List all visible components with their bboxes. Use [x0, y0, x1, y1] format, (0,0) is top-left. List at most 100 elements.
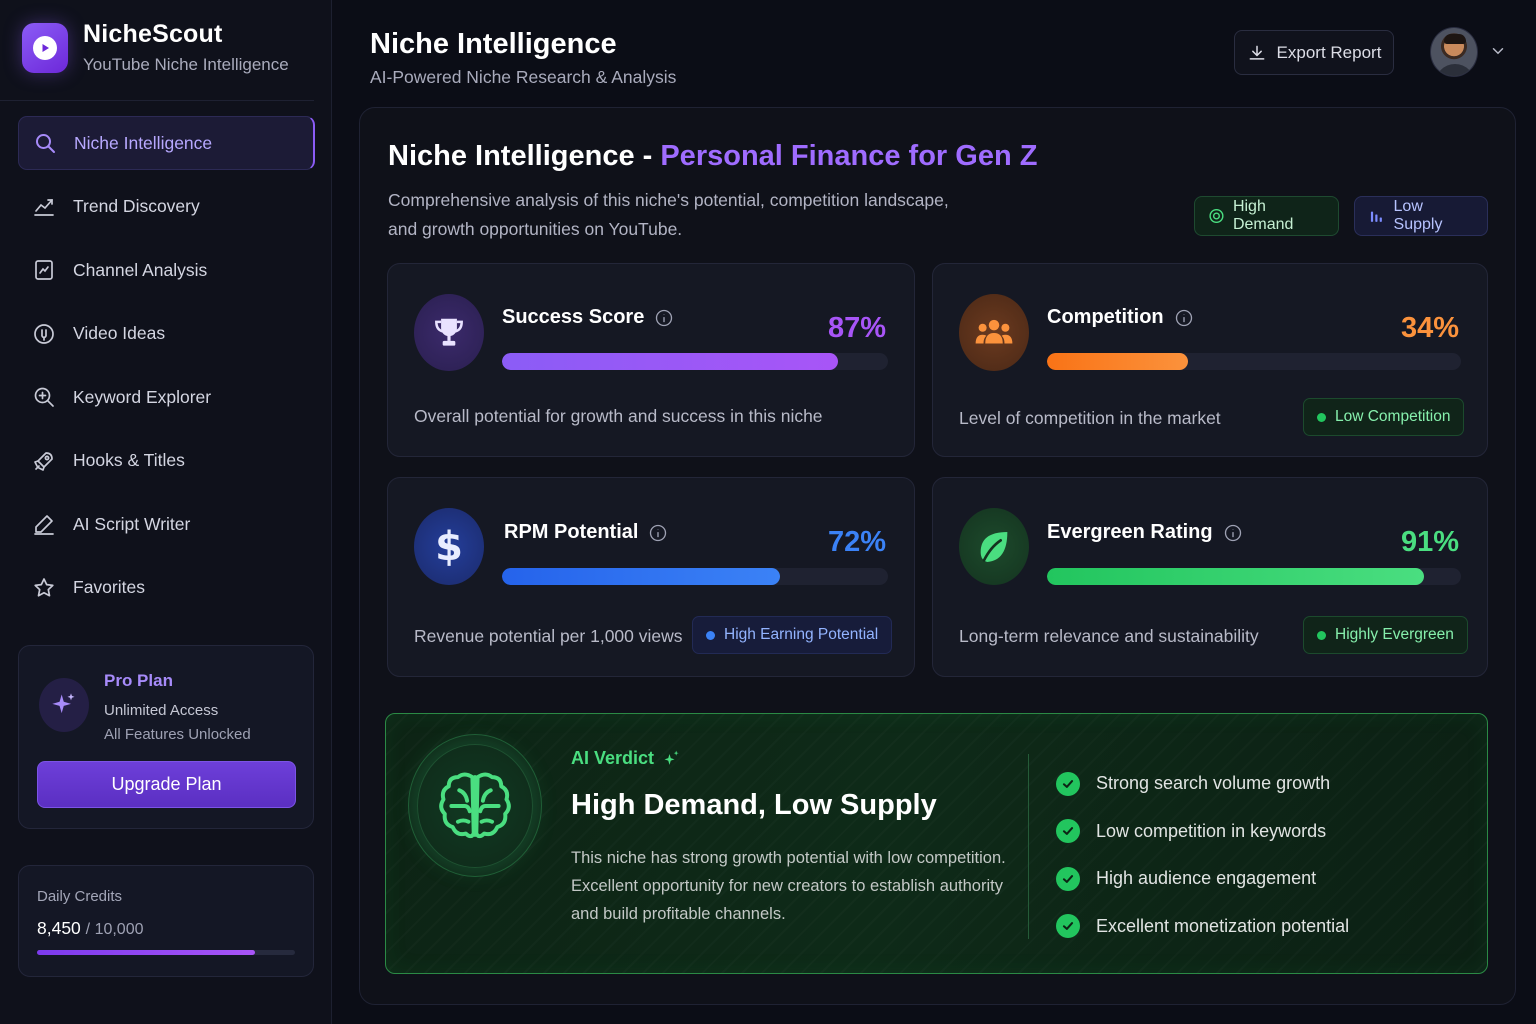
list-item: Low competition in keywords	[1056, 808, 1349, 856]
search-icon	[32, 130, 58, 156]
users-icon	[959, 294, 1029, 371]
metric-description: Long-term relevance and sustainability	[959, 626, 1259, 646]
sidebar-item-label: Keyword Explorer	[73, 386, 212, 407]
metric-title: Success Score	[502, 306, 674, 329]
credits-progress-bar	[37, 950, 295, 955]
sidebar: NicheScout YouTube Niche Intelligence Ni…	[0, 0, 332, 1024]
evergreen-rating-card: Evergreen Rating 91% Long-term relevance…	[932, 477, 1488, 677]
metric-title: Competition	[1047, 306, 1194, 329]
brand-name: NicheScout	[83, 20, 223, 48]
chevron-down-icon[interactable]	[1489, 42, 1507, 60]
verdict-point-text: Excellent monetization potential	[1096, 915, 1350, 936]
competition-bar	[1047, 353, 1461, 370]
rpm-bar	[502, 568, 888, 585]
pro-plan-card: Pro Plan Unlimited Access All Features U…	[18, 645, 314, 829]
avatar[interactable]	[1430, 27, 1478, 77]
leaf-icon	[959, 508, 1029, 585]
badge-label: Highly Evergreen	[1335, 626, 1454, 643]
highly-evergreen-badge: Highly Evergreen	[1303, 616, 1468, 654]
brand-tagline: YouTube Niche Intelligence	[83, 55, 289, 74]
metric-value: 87%	[827, 312, 886, 344]
niche-description: Comprehensive analysis of this niche's p…	[388, 190, 949, 239]
metric-value: 72%	[827, 526, 886, 558]
competition-card: Competition 34% Level of competition in …	[932, 263, 1488, 457]
check-circle-icon	[1056, 771, 1080, 796]
credits-total: / 10,000	[85, 921, 144, 938]
sidebar-item-label: AI Script Writer	[73, 513, 191, 534]
info-icon[interactable]	[1223, 523, 1243, 543]
check-circle-icon	[1056, 914, 1080, 939]
sidebar-item-channel-analysis[interactable]: Channel Analysis	[18, 243, 315, 297]
star-icon	[31, 575, 57, 601]
niche-title: Niche Intelligence - Personal Finance fo…	[388, 140, 1037, 173]
high-demand-tag: High Demand	[1194, 196, 1339, 236]
verdict-title: High Demand, Low Supply	[571, 789, 937, 821]
pen-icon	[31, 511, 57, 537]
rpm-potential-card: $ RPM Potential 72% Revenue potential pe…	[387, 477, 915, 677]
verdict-point-text: Low competition in keywords	[1096, 820, 1327, 841]
sidebar-item-label: Trend Discovery	[73, 196, 200, 216]
info-icon[interactable]	[654, 308, 674, 328]
ai-verdict-panel: AI Verdict High Demand, Low Supply This …	[385, 713, 1488, 974]
metric-title-text: Competition	[1047, 306, 1164, 328]
evergreen-fill	[1047, 568, 1424, 585]
trend-chart-icon	[31, 194, 57, 220]
sidebar-item-favorites[interactable]: Favorites	[18, 561, 315, 615]
page-title: Niche Intelligence	[370, 28, 617, 60]
sparkle-icon	[664, 750, 679, 765]
channel-icon	[31, 257, 57, 283]
tag-label: Low Supply	[1393, 198, 1443, 233]
verdict-label: AI Verdict	[571, 748, 682, 769]
sidebar-item-keyword-explorer[interactable]: Keyword Explorer	[18, 370, 315, 424]
rocket-icon	[31, 448, 57, 474]
verdict-label-text: AI Verdict	[571, 748, 655, 768]
sidebar-nav: Niche Intelligence Trend Discovery Chann…	[18, 116, 315, 624]
sidebar-item-label: Niche Intelligence	[74, 132, 213, 153]
metric-title-text: RPM Potential	[504, 521, 639, 543]
metric-title: Evergreen Rating	[1047, 521, 1243, 544]
credits-used: 8,450	[37, 918, 81, 938]
info-icon[interactable]	[648, 523, 668, 543]
dollar-icon: $	[414, 508, 484, 585]
badge-label: Low Competition	[1335, 408, 1451, 425]
keyword-search-icon	[31, 384, 57, 410]
sidebar-item-niche-intelligence[interactable]: Niche Intelligence	[18, 116, 315, 170]
brand[interactable]: NicheScout YouTube Niche Intelligence	[22, 20, 289, 75]
sidebar-item-ai-script-writer[interactable]: AI Script Writer	[18, 497, 315, 551]
brain-icon	[408, 734, 542, 877]
metric-title-text: Evergreen Rating	[1047, 521, 1213, 543]
info-icon[interactable]	[1174, 308, 1194, 328]
high-earning-badge: High Earning Potential	[692, 616, 893, 654]
check-circle-icon	[1056, 819, 1080, 844]
upgrade-plan-button[interactable]: Upgrade Plan	[37, 761, 296, 808]
lightbulb-icon	[31, 321, 57, 347]
niche-name: Personal Finance for Gen Z	[660, 140, 1038, 172]
trophy-icon	[414, 294, 484, 371]
sidebar-item-video-ideas[interactable]: Video Ideas	[18, 307, 315, 361]
low-supply-tag: Low Supply	[1354, 196, 1488, 236]
niche-title-prefix: Niche Intelligence -	[388, 140, 661, 172]
sidebar-item-label: Hooks & Titles	[73, 450, 185, 470]
check-circle-icon	[1056, 866, 1080, 891]
list-item: Excellent monetization potential	[1056, 903, 1349, 951]
plan-feature: All Features Unlocked	[104, 726, 251, 743]
verdict-points: Strong search volume growth Low competit…	[1056, 760, 1349, 950]
sidebar-item-hooks-titles[interactable]: Hooks & Titles	[18, 434, 315, 488]
credits-label: Daily Credits	[37, 888, 123, 905]
bar-chart-icon	[1370, 211, 1382, 222]
play-logo-icon	[22, 22, 68, 73]
low-competition-badge: Low Competition	[1303, 398, 1465, 436]
credits-value: 8,450 / 10,000	[37, 918, 144, 939]
credits-progress-fill	[37, 950, 255, 955]
metric-value: 34%	[1400, 312, 1459, 344]
page-subtitle: AI-Powered Niche Research & Analysis	[370, 67, 677, 87]
download-icon	[1249, 45, 1264, 60]
success-score-card: Success Score 87% Overall potential for …	[387, 263, 915, 457]
list-item: Strong search volume growth	[1056, 760, 1349, 808]
verdict-point-text: High audience engagement	[1096, 868, 1317, 889]
export-report-button[interactable]: Export Report	[1234, 30, 1394, 75]
verdict-description: This niche has strong growth potential w…	[571, 849, 1006, 923]
sidebar-item-label: Favorites	[73, 577, 145, 597]
sidebar-item-trend-discovery[interactable]: Trend Discovery	[18, 180, 315, 234]
daily-credits-card: Daily Credits 8,450 / 10,000	[18, 865, 314, 977]
